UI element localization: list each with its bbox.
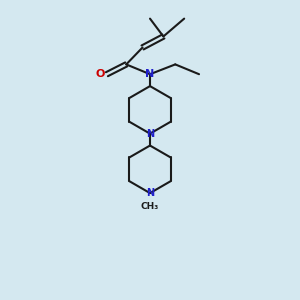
Text: N: N	[146, 129, 154, 139]
Text: CH₃: CH₃	[141, 202, 159, 211]
Text: N: N	[146, 188, 154, 198]
Text: O: O	[96, 69, 105, 79]
Text: N: N	[146, 69, 154, 79]
